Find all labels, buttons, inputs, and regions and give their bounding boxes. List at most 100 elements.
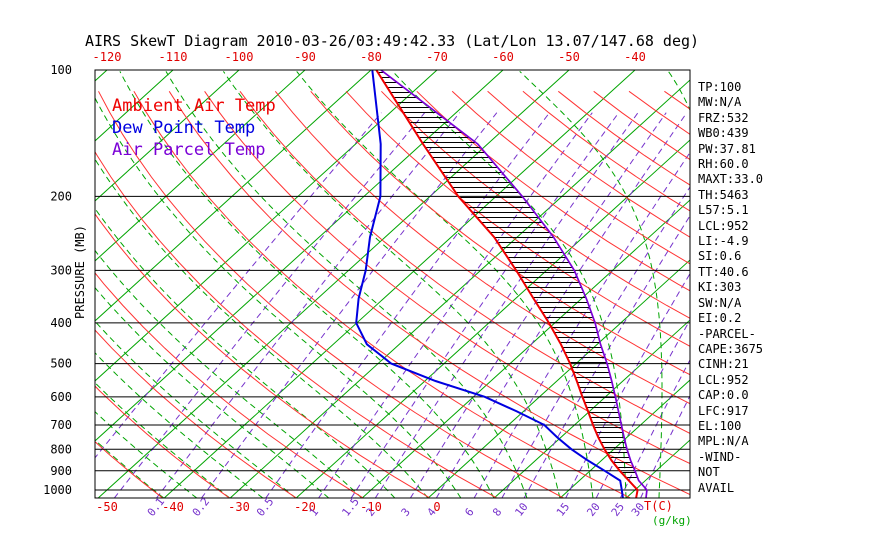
stat-line: -WIND- (698, 449, 742, 464)
pressure-tick: 1000 (43, 483, 72, 497)
stat-line: WB0:439 (698, 126, 749, 141)
stat-line: -PARCEL- (698, 326, 756, 341)
pressure-tick: 800 (50, 442, 72, 456)
stat-line: L57:5.1 (698, 203, 749, 218)
moist-adiabat-line (95, 352, 264, 498)
mixing-ratio-tick: 15 (554, 500, 572, 518)
legend-dew-point-temp: Dew Point Temp (112, 118, 256, 138)
bottom-temp-tick: -50 (96, 500, 118, 514)
stat-line: MPL:N/A (698, 434, 749, 449)
top-temp-tick: -110 (159, 50, 188, 64)
isotherm-line (97, 70, 570, 498)
stat-line: EL:100 (698, 418, 742, 433)
parcel-temp-curve (380, 70, 648, 498)
mixing-ratio-line (473, 151, 690, 498)
stat-line: AVAIL (698, 480, 735, 495)
top-temp-tick: -70 (426, 50, 448, 64)
moist-adiabat-line (791, 71, 870, 498)
moist-adiabat-line (95, 410, 198, 498)
mixing-ratio-tick: 10 (512, 500, 530, 518)
stat-line: RH:60.0 (698, 157, 749, 172)
pressure-tick: 700 (50, 418, 72, 432)
stat-line: MW:N/A (698, 95, 742, 110)
pressure-tick: 500 (50, 357, 72, 371)
isotherm-line (427, 259, 690, 498)
dew-point-curve (355, 70, 624, 498)
mixing-ratio-line (113, 112, 426, 498)
bottom-temp-tick: 0 (433, 500, 440, 514)
stat-line: TP:100 (698, 80, 742, 94)
isotherm-line (95, 70, 306, 262)
pressure-tick: 900 (50, 464, 72, 478)
background-field-lines (0, 70, 870, 498)
isotherm-line (95, 70, 240, 202)
dry-adiabat-line (98, 91, 565, 498)
mixing-ratio-line (350, 112, 620, 498)
stat-line: LCL:952 (698, 372, 749, 387)
bottom-temp-tick: -40 (162, 500, 184, 514)
mixing-ratio-line (318, 112, 593, 498)
isotherm-line (95, 70, 108, 82)
stats-panel: TP:100 MW:N/A FRZ:532 WB0:439 PW:37.81 RH:60.… (698, 80, 763, 496)
isotherm-line (0, 70, 41, 498)
mixing-ratio-line (95, 112, 382, 459)
dry-adiabat-line (487, 90, 690, 238)
stat-line: PW:37.81 (698, 141, 756, 156)
stat-line: CINH:21 (698, 357, 749, 372)
mixing-ratio-line (640, 394, 690, 498)
mixing-ratio-tick: 0.1 (145, 495, 167, 519)
dry-adiabat-line (557, 90, 690, 186)
legend-air-parcel-temp: Air Parcel Temp (112, 140, 266, 160)
mixing-ratio-tick: 20 (584, 500, 602, 518)
top-temp-tick: -50 (558, 50, 580, 64)
stat-line: LCL:952 (698, 218, 749, 233)
x-axis-title: T(C) (644, 499, 673, 513)
isotherm-line (229, 79, 690, 498)
pressure-tick: 600 (50, 390, 72, 404)
top-temp-tick: -90 (294, 50, 316, 64)
moist-adiabat-line (95, 96, 462, 498)
isotherm-line (163, 70, 636, 498)
mixing-units-label: (g/kg) (652, 514, 692, 527)
stat-line: KI:303 (698, 280, 742, 295)
top-temp-tick: -60 (492, 50, 514, 64)
moist-adiabat-line (119, 71, 495, 498)
stat-line: FRZ:532 (698, 110, 749, 125)
plot-border (94, 69, 691, 499)
top-temp-tick: -80 (360, 50, 382, 64)
moist-adiabat-line (95, 320, 297, 498)
chart-legend: Ambient Air Temp Dew Point Temp Air Parc… (112, 95, 276, 161)
moist-adiabat-line (519, 71, 663, 498)
mixing-ratio-line (156, 112, 461, 498)
moist-adiabat-line (222, 71, 561, 498)
mixing-ratio-tick: 8 (490, 506, 504, 519)
mixing-ratio-tick: 1.5 (339, 495, 361, 519)
moist-adiabat-line (824, 71, 870, 498)
bottom-temp-tick: -30 (228, 500, 250, 514)
mixing-ratio-line (409, 112, 667, 498)
mixing-ratio-line (374, 112, 639, 498)
moist-adiabat-line (95, 286, 330, 498)
dry-adiabat-line (274, 90, 690, 405)
mixing-ratio-line (595, 318, 690, 498)
dry-adiabat-line (168, 91, 690, 496)
pressure-tick: 400 (50, 316, 72, 330)
pressure-tick: 200 (50, 189, 72, 203)
ambient-temp-curve (375, 70, 639, 498)
dry-adiabat-line (239, 90, 690, 435)
dry-adiabat-line (95, 213, 431, 498)
stat-line: LI:-4.9 (698, 234, 749, 249)
stat-line: EI:0.2 (698, 311, 742, 326)
dry-adiabat-line (95, 272, 364, 498)
mixing-ratio-line (619, 358, 690, 498)
dry-adiabat-line (345, 90, 690, 347)
moist-adiabat-line (95, 207, 396, 498)
dry-adiabat-line (416, 90, 690, 292)
moist-adiabat-line (758, 71, 860, 498)
top-temp-tick: -120 (93, 50, 122, 64)
mixing-ratio-tick: 25 (609, 500, 627, 518)
legend-ambient-air-temp: Ambient Air Temp (112, 96, 276, 116)
sounding-curves (355, 70, 648, 498)
stat-line: CAP:0.0 (698, 388, 749, 403)
mixing-ratio-tick: 3 (399, 506, 413, 519)
